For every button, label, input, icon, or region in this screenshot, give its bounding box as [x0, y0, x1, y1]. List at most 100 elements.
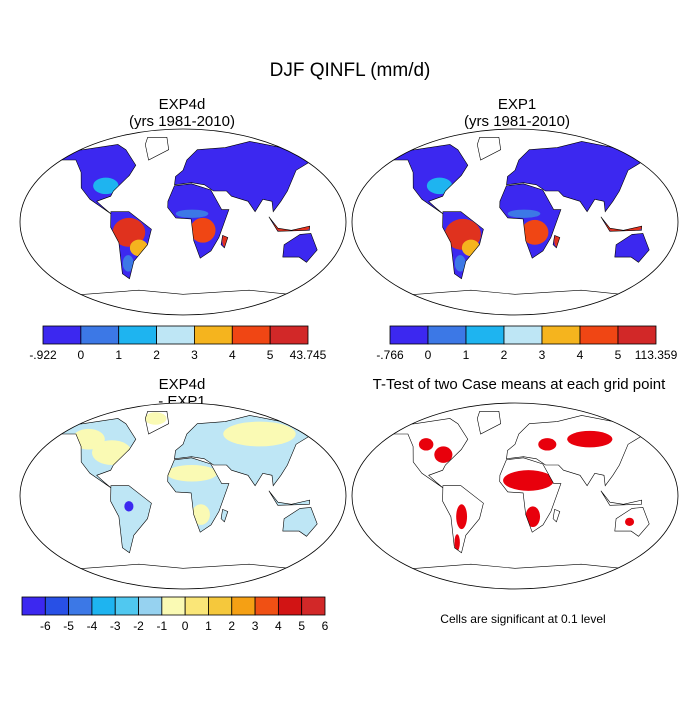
coastline	[55, 289, 311, 315]
colorbar-label: 1	[205, 619, 212, 633]
coastline	[600, 490, 643, 506]
field-patch	[567, 430, 613, 448]
colorbar-box	[389, 325, 429, 345]
panel-subtitle: (yrs 1981-2010)	[464, 113, 570, 130]
colorbar-label: 1	[463, 348, 470, 362]
field-patch	[175, 209, 209, 218]
colorbar-box	[231, 325, 271, 345]
colorbar-box	[231, 596, 256, 616]
coastline	[220, 234, 229, 249]
colorbar-label: 43.745	[290, 348, 327, 362]
colorbar-box	[161, 596, 186, 616]
colorbar-label: 5	[615, 348, 622, 362]
coastline	[110, 485, 152, 554]
field-patch	[122, 255, 134, 272]
coastline	[600, 216, 643, 232]
panel-title: EXP4d	[159, 376, 206, 393]
map	[352, 129, 678, 315]
patches	[418, 430, 635, 551]
coastline	[56, 144, 137, 214]
coastline	[144, 137, 170, 161]
coastline	[144, 411, 170, 435]
colorbar-box	[277, 596, 303, 616]
field-patch	[191, 504, 210, 525]
coastline	[552, 508, 561, 523]
colorbar-label: 2	[501, 348, 508, 362]
continent	[221, 509, 228, 522]
continent	[282, 507, 318, 537]
coastline	[282, 507, 318, 537]
colorbar-label: 1	[115, 348, 122, 362]
continent	[110, 485, 152, 553]
patches	[72, 412, 296, 525]
coastline	[506, 141, 646, 213]
colorbar-label: 3	[539, 348, 546, 362]
continent	[268, 490, 310, 506]
continent	[614, 233, 650, 263]
colorbar-label: 0	[425, 348, 432, 362]
colorbar-box	[541, 325, 581, 345]
colorbar-label: -6	[40, 619, 51, 633]
map	[352, 403, 678, 589]
coastline	[614, 507, 650, 537]
map-border	[19, 128, 347, 316]
colorbar-label: 2	[153, 348, 160, 362]
coastline	[552, 234, 561, 249]
continent	[174, 141, 314, 212]
colorbar-box	[465, 325, 505, 345]
colorbar-label: 0	[182, 619, 189, 633]
continent	[388, 144, 468, 214]
colorbar-label: -4	[87, 619, 98, 633]
colorbar-box	[503, 325, 543, 345]
colorbar-label: -3	[110, 619, 121, 633]
colorbar-label: 2	[228, 619, 235, 633]
coastline	[442, 485, 484, 554]
coastline	[499, 183, 562, 259]
field-patch	[538, 438, 557, 451]
field-patch	[434, 446, 453, 463]
continent	[600, 490, 642, 506]
colorbar-box	[269, 325, 309, 345]
coastline	[174, 141, 314, 213]
map	[20, 129, 346, 315]
colorbar-box	[68, 596, 93, 616]
map-border	[351, 402, 679, 590]
colorbar-box	[194, 325, 233, 345]
field-patch	[144, 412, 167, 425]
coastline	[220, 508, 229, 523]
coastline	[387, 289, 643, 315]
colorbar-box	[80, 325, 120, 345]
colorbar-label: 5	[298, 619, 305, 633]
colorbar-box	[156, 325, 195, 345]
continent	[553, 509, 560, 522]
field-patch	[503, 470, 554, 491]
panel-subtitle: (yrs 1981-2010)	[129, 113, 235, 130]
footnote: Cells are significant at 0.1 level	[440, 612, 605, 626]
map	[20, 403, 346, 589]
colorbar-box	[184, 596, 209, 616]
colorbar-label: 113.359	[635, 348, 678, 362]
colorbar-box	[114, 596, 139, 616]
colorbar-box	[138, 596, 163, 616]
colorbar-box	[91, 596, 116, 616]
field-patch	[525, 506, 541, 527]
coastline	[506, 415, 646, 487]
figure-title: DJF QINFL (mm/d)	[270, 60, 431, 81]
colorbar-label: -5	[63, 619, 74, 633]
field-patch	[223, 421, 296, 447]
coastline	[476, 137, 502, 161]
field-patch	[454, 255, 466, 272]
colorbar-box	[208, 596, 233, 616]
colorbar-label: -2	[133, 619, 144, 633]
coastline	[387, 563, 643, 589]
colorbar-box	[427, 325, 467, 345]
field-patch	[166, 465, 218, 482]
coastline	[476, 411, 502, 435]
coastline	[614, 233, 650, 263]
colorbar-label: 6	[322, 619, 329, 633]
colorbar-box	[21, 596, 46, 616]
colorbar-box	[44, 596, 70, 616]
panel-title: EXP1	[498, 96, 536, 113]
field-patch	[418, 438, 434, 451]
